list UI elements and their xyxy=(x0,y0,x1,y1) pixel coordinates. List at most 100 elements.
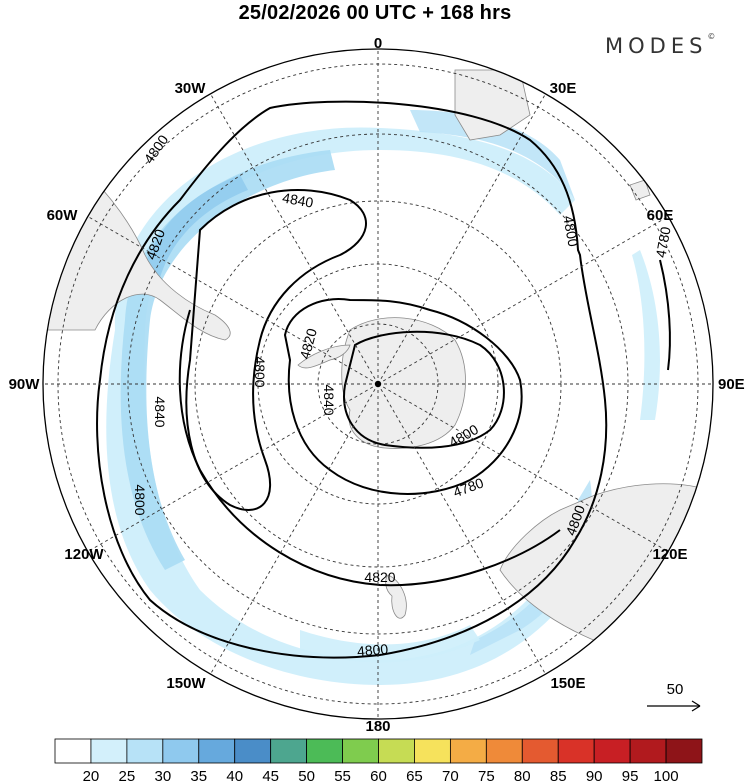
contour-4780-east xyxy=(659,259,671,371)
contour-label-item: 4840 xyxy=(321,384,337,415)
height-contours xyxy=(96,100,671,659)
longitude-label-group: 0 30E 60E 90E 120E 150E 180 150W 120W 90W 60W 30W xyxy=(9,35,745,735)
contour-label-item: 4820 xyxy=(296,326,320,360)
longitude-label: 120W xyxy=(64,546,104,563)
colorbar-swatch xyxy=(234,738,272,764)
longitude-label: 30E xyxy=(550,80,577,97)
longitude-label: 150E xyxy=(550,675,585,692)
contour-label: 4840 xyxy=(281,189,315,210)
colorbar-label: 85 xyxy=(550,768,567,782)
contour-label-item: 4840 xyxy=(152,396,168,427)
antarctica xyxy=(341,317,466,449)
colorbar-swatch xyxy=(557,738,595,764)
contour-label-item: 4800 xyxy=(132,484,148,515)
colorbar-label: 100 xyxy=(654,768,679,782)
colorbar-swatch xyxy=(126,738,164,764)
colorbar-swatch xyxy=(665,738,703,764)
contour-label: 4800 xyxy=(560,214,581,248)
contour-4820-inner xyxy=(283,298,523,495)
contour-label-item: 4840 xyxy=(281,189,315,210)
colorbar-label: 50 xyxy=(298,768,315,782)
contour-label: 4800 xyxy=(356,641,389,660)
reference-vector: 50 xyxy=(647,681,701,712)
contour-label-item: 4800 xyxy=(560,214,581,248)
meridian-line xyxy=(87,383,379,552)
colorbar-label: 35 xyxy=(190,768,207,782)
colorbar-swatch xyxy=(414,738,451,764)
meridian-line xyxy=(210,93,379,385)
meridian-line xyxy=(377,383,669,552)
colorbar-swatch xyxy=(90,738,128,764)
meridian-line xyxy=(210,383,379,675)
contour-label-item: 4820 xyxy=(364,569,395,585)
brand-logo: MODES© xyxy=(605,32,716,58)
colorbar-label: 45 xyxy=(262,768,279,782)
longitude-label: 120E xyxy=(652,546,687,563)
colorbar-label: 40 xyxy=(226,768,243,782)
brand-name: MODES xyxy=(605,34,708,58)
contour-label: 4820 xyxy=(364,569,395,585)
contour-label: 4840 xyxy=(321,384,337,415)
colorbar: 20 25 30 35 40 45 50 55 60 65 70 75 80 85 90 95 100 xyxy=(54,738,703,782)
contour-label-item: 4800 xyxy=(356,641,389,660)
colorbar-swatch xyxy=(306,738,343,764)
map-border xyxy=(42,48,714,720)
antarctic-peninsula xyxy=(297,344,351,369)
contour-label-item: 4780 xyxy=(451,474,486,500)
contour-4780 xyxy=(343,330,505,449)
contour-label: 4840 xyxy=(152,396,168,427)
map-title: 25/02/2026 00 UTC + 168 hrs xyxy=(238,2,512,24)
meridian-line xyxy=(87,216,379,385)
meridian-line xyxy=(377,216,669,385)
colorbar-label: 25 xyxy=(119,768,136,782)
contour-4800-outer xyxy=(96,100,608,659)
longitude-lines xyxy=(43,49,713,719)
colorbar-swatch xyxy=(521,738,559,764)
longitude-label: 60W xyxy=(47,207,79,224)
copyright-mark: © xyxy=(707,32,716,41)
colorbar-swatch xyxy=(449,738,487,764)
reference-vector-label: 50 xyxy=(667,681,684,698)
colorbar-label: 55 xyxy=(334,768,351,782)
longitude-label: 30W xyxy=(175,80,207,97)
contour-4840-west xyxy=(185,189,367,511)
contour-label: 4800 xyxy=(132,484,148,515)
indian-ocean-island xyxy=(629,179,651,201)
colorbar-swatch xyxy=(54,738,92,764)
contour-label: 4780 xyxy=(652,225,673,259)
contour-label: 4820 xyxy=(296,326,320,360)
contour-label-item: 4780 xyxy=(652,225,673,259)
reference-vector-head xyxy=(691,700,701,712)
colorbar-swatch xyxy=(593,738,631,764)
longitude-label: 90W xyxy=(9,376,41,393)
contour-label-item: 4800 xyxy=(140,132,171,167)
colorbar-label: 65 xyxy=(406,768,423,782)
colorbar-label: 30 xyxy=(154,768,171,782)
contour-label: 4800 xyxy=(252,356,268,387)
colorbar-swatch xyxy=(629,738,667,764)
colorbar-swatch xyxy=(270,738,308,764)
colorbar-label: 60 xyxy=(370,768,387,782)
wind-speed-shading xyxy=(106,110,660,685)
colorbar-label: 70 xyxy=(442,768,459,782)
colorbar-label: 95 xyxy=(622,768,639,782)
longitude-label: 0 xyxy=(374,35,382,52)
longitude-label: 150W xyxy=(166,675,206,692)
colorbar-swatch xyxy=(162,738,200,764)
longitude-label: 90E xyxy=(718,376,745,393)
south-pole-dot xyxy=(374,380,382,388)
contour-4820 xyxy=(178,309,561,587)
contour-label-item: 4800 xyxy=(252,356,268,387)
colorbar-swatch xyxy=(342,738,379,764)
colorbar-swatch xyxy=(378,738,415,764)
colorbar-label: 75 xyxy=(478,768,495,782)
meridian-line xyxy=(377,93,546,385)
longitude-label: 60E xyxy=(647,207,674,224)
meridian-line xyxy=(377,383,546,675)
colorbar-swatch xyxy=(198,738,236,764)
colorbar-label: 20 xyxy=(83,768,100,782)
longitude-label: 180 xyxy=(365,718,390,735)
colorbar-label: 90 xyxy=(586,768,603,782)
colorbar-label: 80 xyxy=(514,768,531,782)
